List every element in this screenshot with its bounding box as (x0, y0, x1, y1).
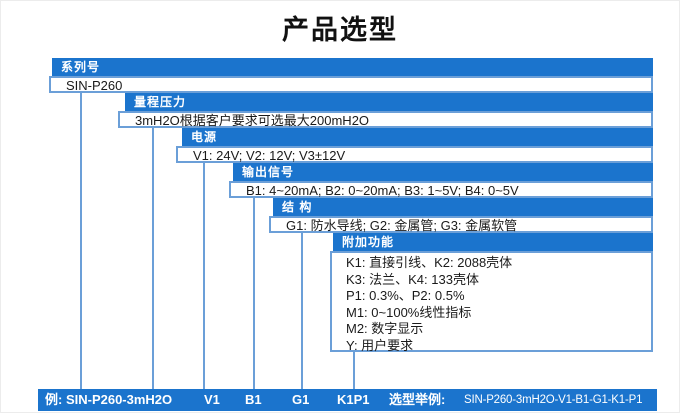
value-box-output-signal: B1: 4~20mA; B2: 0~20mA; B3: 1~5V; B4: 0~… (229, 181, 653, 198)
value-box-additional-functions: K1: 直接引线、K2: 2088壳体 K3: 法兰、K4: 133壳体 P1:… (330, 251, 653, 353)
example-code-structure: G1 (292, 392, 310, 407)
connector-line-series (80, 93, 82, 389)
page-title: 产品选型 (282, 15, 398, 45)
option-m2: M2: 数字显示 (346, 321, 424, 336)
header-range-pressure: 量程压力 (125, 93, 653, 111)
value-range-pressure: 3mH2O根据客户要求可选最大200mH2O (135, 113, 370, 128)
option-k1-k2: K1: 直接引线、K2: 2088壳体 (346, 255, 513, 270)
option-m1: M1: 0~100%线性指标 (346, 304, 472, 320)
value-output-signal: B1: 4~20mA; B2: 0~20mA; B3: 1~5V; B4: 0~… (246, 183, 519, 198)
header-structure: 结 构 (273, 198, 653, 216)
example-code-extra: K1P1 (337, 392, 370, 407)
header-series: 系列号 (52, 58, 653, 76)
example-code-output: B1 (245, 392, 262, 407)
connector-line-additional-functions (353, 352, 355, 389)
connector-line-output-signal (253, 198, 255, 389)
connector-line-range-pressure (152, 128, 154, 389)
value-series: SIN-P260 (66, 78, 123, 93)
example-label: 例: SIN-P260-3mH2O (45, 392, 173, 407)
option-k3-k4: K3: 法兰、K4: 133壳体 (346, 271, 479, 287)
value-power: V1: 24V; V2: 12V; V3±12V (193, 148, 346, 163)
example-code-power: V1 (204, 392, 220, 407)
value-box-range-pressure: 3mH2O根据客户要求可选最大200mH2O (118, 111, 653, 128)
connector-line-power (203, 163, 205, 389)
value-box-structure: G1: 防水导线; G2: 金属管; G3: 金属软管 (269, 216, 653, 233)
connector-line-structure (301, 233, 303, 389)
header-output-signal: 输出信号 (233, 163, 653, 181)
value-box-power: V1: 24V; V2: 12V; V3±12V (176, 146, 653, 163)
option-y: Y: 用户要求 (346, 337, 414, 353)
value-box-series: SIN-P260 (49, 76, 653, 93)
example-bar: 例: SIN-P260-3mH2O V1 B1 G1 K1P1 选型举例: SI… (38, 389, 657, 411)
selection-example-code: SIN-P260-3mH2O-V1-B1-G1-K1-P1 (464, 394, 643, 406)
option-p1-p2: P1: 0.3%、P2: 0.5% (346, 288, 465, 303)
selection-example-label: 选型举例: (389, 392, 446, 407)
value-structure: G1: 防水导线; G2: 金属管; G3: 金属软管 (286, 218, 518, 233)
header-power: 电源 (182, 128, 653, 146)
header-additional-functions: 附加功能 (333, 233, 653, 251)
